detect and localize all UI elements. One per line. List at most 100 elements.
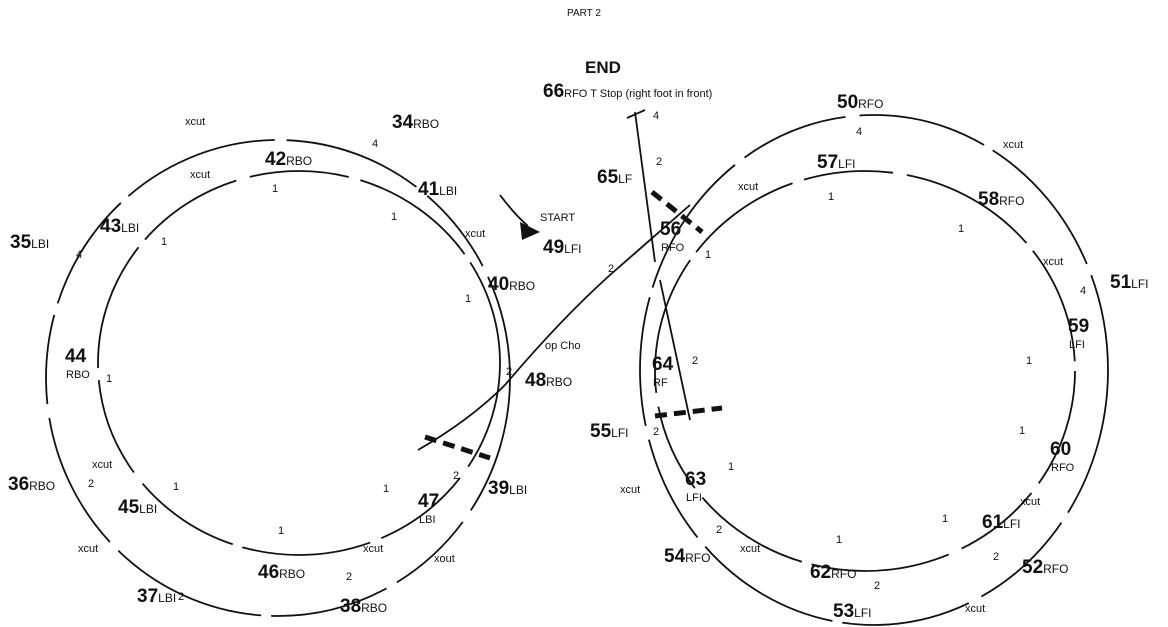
step-edge: RFO	[831, 567, 856, 581]
outer-right-loop	[639, 114, 1109, 626]
step-edge: LF	[618, 172, 632, 186]
step-number: 50	[837, 92, 858, 113]
count-label: 1	[1026, 355, 1032, 367]
step-number: 65	[597, 167, 619, 188]
count-label: 1	[173, 481, 179, 493]
step-label: 56	[660, 219, 681, 240]
count-label: 2	[874, 580, 880, 592]
step-edge: RFO	[685, 551, 710, 565]
step-label: 62RFO	[810, 562, 856, 583]
cut-label: xcut	[1003, 139, 1023, 151]
count-label: 2	[506, 366, 512, 378]
step-number: 44	[65, 346, 87, 367]
crossing-line	[417, 204, 691, 451]
step-number: 53	[833, 601, 854, 622]
count-label: 4	[653, 110, 659, 122]
step-edge: RBO	[361, 601, 387, 615]
step-number: 60	[1050, 439, 1071, 460]
start-arrow	[520, 222, 540, 240]
step-label: 35LBI	[10, 232, 49, 253]
step-edge: LFI	[611, 426, 628, 440]
count-label: 1	[272, 183, 278, 195]
step-number: 41	[418, 179, 440, 200]
step-number: 38	[340, 596, 361, 617]
cut-label: xcut	[738, 181, 758, 193]
count-label: 2	[346, 571, 352, 583]
step-number: 37	[137, 586, 158, 607]
step-label: 45LBI	[118, 497, 157, 518]
step-label: 37LBI	[137, 586, 176, 607]
step-label: 46RBO	[258, 562, 305, 583]
step-label: 50RFO	[837, 92, 883, 113]
step-number: 35	[10, 232, 32, 253]
cut-label: op Cho	[545, 340, 580, 352]
step-edge: RBO	[413, 117, 439, 131]
step-label: 66RFO T Stop (right foot in front)	[543, 81, 712, 102]
step-edge: RFO	[661, 242, 685, 254]
cut-label: xcut	[363, 543, 383, 555]
step-edge: RFO T Stop (right foot in front)	[564, 88, 712, 100]
step-edge: LBI	[139, 502, 157, 516]
step-label: 39LBI	[488, 478, 527, 499]
step-number: 43	[100, 216, 121, 237]
step-edge: RFO	[1043, 562, 1068, 576]
step-number: 59	[1068, 316, 1089, 337]
count-label: 2	[656, 156, 662, 168]
step-label: 36RBO	[8, 474, 55, 495]
step-label: 63	[685, 469, 706, 490]
count-label: 4	[372, 138, 378, 150]
step-edge: RF	[653, 377, 668, 389]
step-number: 49	[543, 237, 564, 258]
step-number: 36	[8, 474, 29, 495]
step-edge: LFI	[854, 606, 871, 620]
step-number: 40	[488, 274, 509, 295]
step-label: 40RBO	[488, 274, 535, 295]
step-label: 49LFI	[543, 237, 581, 258]
step-edge: RFO	[1051, 462, 1075, 474]
step-number: 46	[258, 562, 279, 583]
stop-line	[634, 111, 691, 421]
dash-marker	[424, 434, 491, 461]
count-label: 4	[76, 249, 82, 261]
step-label: 55LFI	[590, 421, 628, 442]
inner-right-loop	[654, 170, 1076, 572]
count-label: 1	[728, 461, 734, 473]
step-label: 48RBO	[525, 370, 572, 391]
step-number: 47	[418, 491, 439, 512]
step-label: 60	[1050, 439, 1071, 460]
step-label: 42RBO	[265, 149, 312, 170]
step-edge: LFI	[838, 157, 855, 171]
count-label: 1	[942, 513, 948, 525]
step-edge: LBI	[419, 514, 436, 526]
cut-label: xcut	[1020, 496, 1040, 508]
step-number: 57	[817, 152, 838, 173]
step-edge: RBO	[279, 567, 305, 581]
step-label: 65LF	[597, 167, 632, 188]
cut-label: xcut	[740, 543, 760, 555]
step-number: 48	[525, 370, 546, 391]
cut-label: xcut	[78, 543, 98, 555]
step-label: 58RFO	[978, 189, 1024, 210]
step-edge: LFI	[1003, 517, 1020, 531]
step-label: 34RBO	[392, 112, 439, 133]
inner-left-loop	[97, 170, 501, 556]
step-number: 39	[488, 478, 509, 499]
step-number: 51	[1110, 272, 1132, 293]
count-label: 1	[836, 534, 842, 546]
cut-label: xcut	[92, 459, 112, 471]
step-label: 64	[652, 354, 674, 375]
step-number: 34	[392, 112, 414, 133]
step-edge: RFO	[999, 194, 1024, 208]
step-edge: RBO	[546, 375, 572, 389]
step-number: 45	[118, 497, 140, 518]
cut-label: xcut	[965, 603, 985, 615]
count-label: 1	[391, 211, 397, 223]
dash-marker	[650, 190, 704, 234]
step-number: 63	[685, 469, 706, 490]
step-edge: LBI	[158, 591, 176, 605]
step-edge: RBO	[286, 154, 312, 168]
step-edge: LBI	[31, 237, 49, 251]
step-edge: LFI	[1069, 339, 1085, 351]
step-edge: LBI	[509, 483, 527, 497]
